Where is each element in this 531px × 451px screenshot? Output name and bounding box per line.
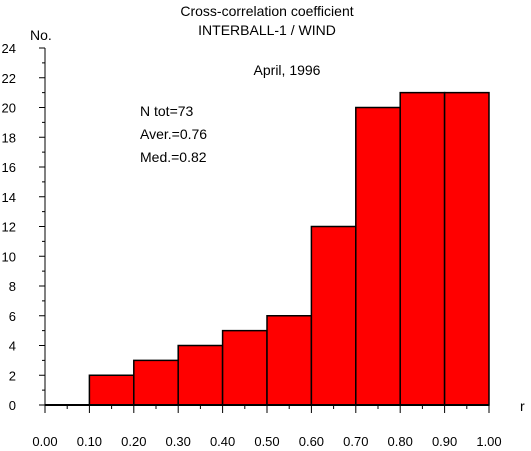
bar-bin-2 [133,359,179,406]
chart-title-line-1: Cross-correlation coefficient [180,3,353,19]
annotation-n-total: N tot=73 [140,103,194,119]
bar-bin-9 [443,91,490,406]
x-tick-label-6: 0.60 [299,434,324,449]
x-tick-label-5: 0.50 [254,434,279,449]
x-ticks-group: 0.00 0.10 0.20 0.30 0.40 0.50 0.60 0.70 0.80 0.90… [32,405,502,449]
bar-bin-8 [399,91,446,406]
y-tick-label-10: 20 [2,101,16,116]
bar-bin-5 [266,315,313,406]
y-tick-label-6: 12 [2,220,16,235]
x-tick-label-10: 1.00 [476,434,501,449]
bar-bin-1 [88,374,135,406]
x-axis-label: r [520,398,525,414]
x-tick-label-0: 0.00 [32,434,57,449]
bar-bin-7 [355,106,401,406]
bar-bin-3 [177,344,224,406]
x-tick-label-3: 0.30 [166,434,191,449]
y-tick-label-2: 4 [9,339,16,354]
y-tick-label-3: 6 [9,309,16,324]
chart-title-line-2: INTERBALL-1 / WIND [198,22,336,38]
y-tick-label-7: 14 [2,190,16,205]
y-tick-label-4: 8 [9,279,16,294]
annotation-average: Aver.=0.76 [140,126,207,142]
y-tick-label-9: 18 [2,130,16,145]
bar-bin-4 [221,329,268,406]
y-tick-label-12: 24 [2,41,16,56]
chart-subtitle: April, 1996 [254,62,321,78]
y-tick-label-8: 16 [2,160,16,175]
y-axis-label: No. [30,27,52,43]
x-tick-label-7: 0.70 [343,434,368,449]
y-tick-label-11: 22 [2,71,16,86]
y-tick-label-5: 10 [2,249,16,264]
x-tick-label-4: 0.40 [210,434,235,449]
annotation-median: Med.=0.82 [140,149,207,165]
bar-bin-6 [310,225,357,406]
bars-group [88,91,490,406]
x-tick-label-2: 0.20 [121,434,146,449]
x-tick-label-1: 0.10 [77,434,102,449]
y-tick-label-0: 0 [9,398,16,413]
x-tick-label-9: 0.90 [432,434,457,449]
x-tick-label-8: 0.80 [388,434,413,449]
y-tick-label-1: 2 [9,368,16,383]
